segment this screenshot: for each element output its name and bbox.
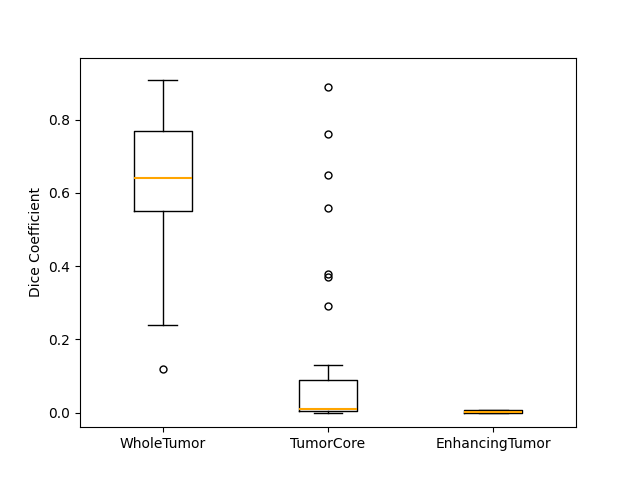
Y-axis label: Dice Coefficient: Dice Coefficient [29,187,43,298]
